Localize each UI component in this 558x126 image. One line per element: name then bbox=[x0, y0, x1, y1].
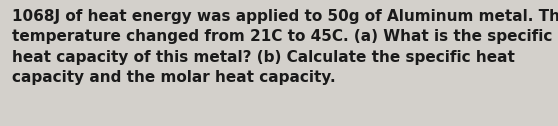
Text: 1068J of heat energy was applied to 50g of Aluminum metal. The
temperature chang: 1068J of heat energy was applied to 50g … bbox=[12, 9, 558, 85]
